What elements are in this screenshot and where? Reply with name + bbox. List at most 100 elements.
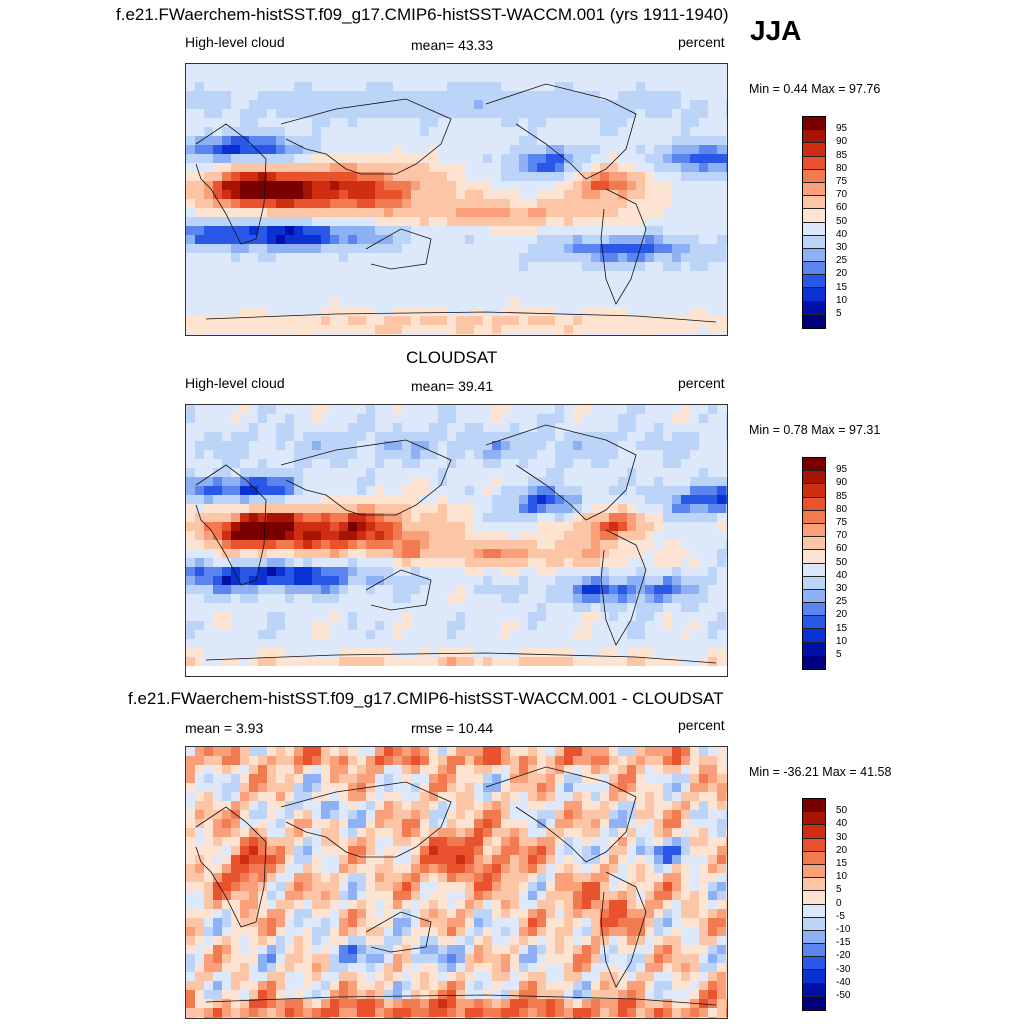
map-field-cell	[555, 414, 565, 424]
map-field-cell	[393, 441, 403, 451]
map-field-cell	[690, 253, 700, 263]
map-field-cell	[492, 181, 502, 191]
map-field-cell	[276, 522, 286, 532]
map-field-cell	[528, 567, 538, 577]
map-field-cell	[312, 522, 322, 532]
map-field-cell	[528, 181, 538, 191]
map-field-cell	[411, 594, 421, 604]
map-field-cell	[420, 549, 430, 559]
map-field-cell	[663, 630, 673, 640]
map-field-cell	[249, 540, 259, 550]
map-field-cell	[186, 235, 196, 245]
map-field-cell	[240, 549, 250, 559]
map-field-cell	[402, 756, 412, 766]
map-field-cell	[564, 450, 574, 460]
map-field-cell	[249, 226, 259, 236]
map-field-cell	[717, 549, 727, 559]
map-field-cell	[708, 522, 718, 532]
map-field-cell	[663, 334, 673, 335]
map-field-cell	[438, 109, 448, 119]
map-field-cell	[294, 82, 304, 92]
map-field-cell	[555, 181, 565, 191]
map-field-cell	[663, 289, 673, 299]
map-field-cell	[420, 873, 430, 883]
map-field-cell	[429, 100, 439, 110]
map-field-cell	[267, 540, 277, 550]
map-field-cell	[609, 909, 619, 919]
map-field-cell	[321, 217, 331, 227]
map-field-cell	[618, 226, 628, 236]
map-field-cell	[717, 199, 727, 209]
map-field-cell	[366, 441, 376, 451]
map-field-cell	[312, 172, 322, 182]
map-field-cell	[186, 873, 196, 883]
map-field-cell	[420, 325, 430, 335]
map-field-cell	[708, 208, 718, 218]
map-field-cell	[636, 190, 646, 200]
map-field-cell	[672, 217, 682, 227]
map-field-cell	[195, 864, 205, 874]
map-field-cell	[456, 253, 466, 263]
map-field-cell	[231, 549, 241, 559]
map-field-cell	[582, 648, 592, 658]
map-field-cell	[609, 855, 619, 865]
map-field-cell	[600, 585, 610, 595]
map-field-cell	[231, 837, 241, 847]
map-field-cell	[285, 459, 295, 469]
map-field-cell	[663, 244, 673, 254]
map-field-cell	[213, 630, 223, 640]
map-field-cell	[537, 208, 547, 218]
map-field-cell	[519, 423, 529, 433]
map-field-cell	[384, 495, 394, 505]
map-field-cell	[186, 334, 196, 335]
map-field-cell	[339, 316, 349, 326]
map-field-cell	[420, 127, 430, 137]
map-field-cell	[600, 253, 610, 263]
map-field-cell	[420, 154, 430, 164]
map-field-cell	[582, 468, 592, 478]
map-field-cell	[312, 208, 322, 218]
map-field-cell	[663, 405, 673, 415]
map-field-cell	[510, 316, 520, 326]
map-field-cell	[510, 307, 520, 317]
map-field-cell	[681, 900, 691, 910]
map-field-cell	[330, 91, 340, 101]
map-field-cell	[681, 585, 691, 595]
panel1-title: f.e21.FWaerchem-histSST.f09_g17.CMIP6-hi…	[116, 5, 729, 24]
map-field-cell	[564, 522, 574, 532]
map-field-cell	[303, 495, 313, 505]
map-field-cell	[186, 639, 196, 649]
map-field-cell	[456, 118, 466, 128]
map-field-cell	[330, 145, 340, 155]
map-field-cell	[708, 244, 718, 254]
map-field-cell	[591, 262, 601, 272]
map-field-cell	[699, 765, 709, 775]
map-field-cell	[528, 513, 538, 523]
map-field-cell	[591, 127, 601, 137]
map-field-cell	[654, 855, 664, 865]
map-field-cell	[573, 289, 583, 299]
map-field-cell	[276, 891, 286, 901]
map-field-cell	[528, 801, 538, 811]
map-field-cell	[636, 414, 646, 424]
map-field-cell	[186, 289, 196, 299]
map-field-cell	[213, 756, 223, 766]
map-field-cell	[564, 855, 574, 865]
map-field-cell	[429, 423, 439, 433]
map-field-cell	[681, 621, 691, 631]
map-field-cell	[510, 882, 520, 892]
map-field-cell	[699, 307, 709, 317]
map-field-cell	[429, 675, 439, 676]
map-field-cell	[222, 846, 232, 856]
map-field-cell	[402, 432, 412, 442]
map-field-cell	[384, 127, 394, 137]
map-field-cell	[258, 558, 268, 568]
map-field-cell	[447, 64, 457, 74]
map-field-cell	[285, 603, 295, 613]
map-field-cell	[627, 423, 637, 433]
map-field-cell	[645, 280, 655, 290]
map-field-cell	[573, 163, 583, 173]
map-field-cell	[285, 441, 295, 451]
map-field-cell	[186, 73, 196, 83]
map-field-cell	[474, 558, 484, 568]
